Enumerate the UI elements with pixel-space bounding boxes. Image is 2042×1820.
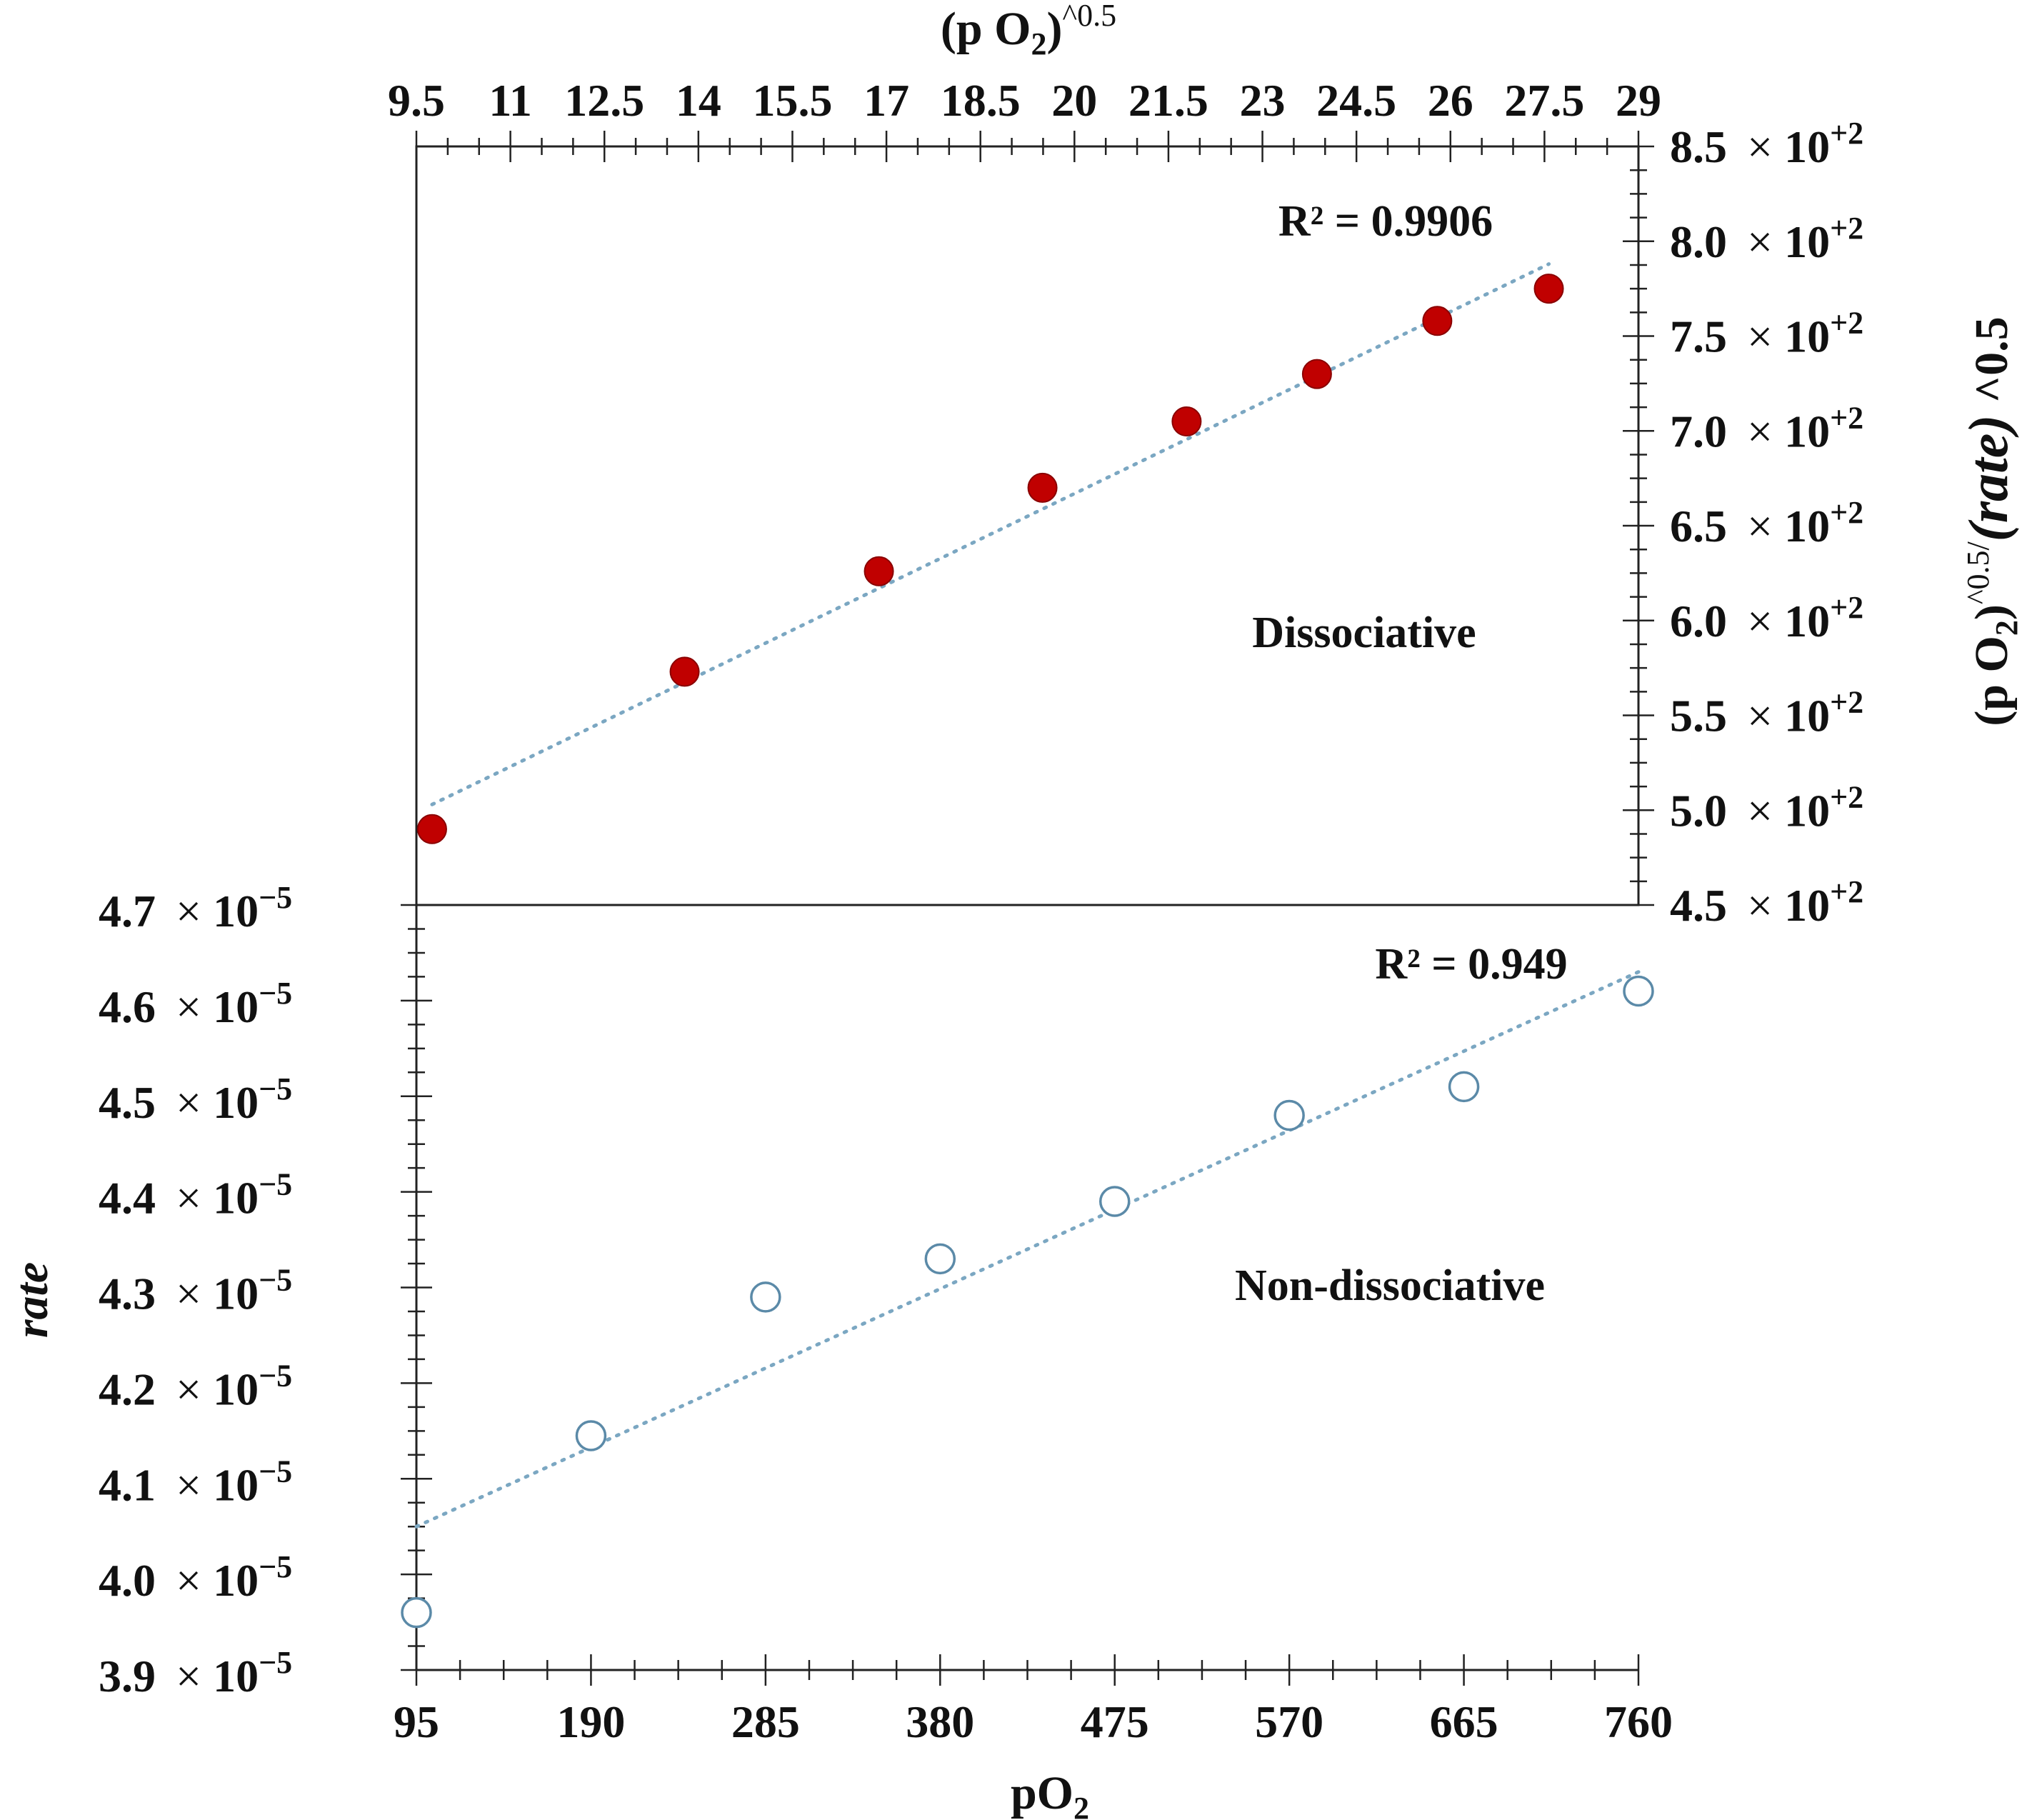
top-trendline [430, 262, 1551, 806]
top-plot-frame [415, 145, 1640, 906]
bottom-x-tick-label: 475 [1081, 1696, 1149, 1747]
axis-titles: (p O2)^0.5 (p O2)^0.5/(rate) ^0.5 rate pO2 [6, 0, 2024, 1820]
top-y-tick-label: 8.0 × 10+2 [1670, 211, 1863, 267]
top-data-point [1301, 359, 1332, 389]
bottom-data-point [1098, 1186, 1131, 1217]
bottom-y-tick-label: 4.6 × 10−5 [99, 976, 292, 1032]
bottom-x-tick-label: 95 [394, 1696, 439, 1747]
top-data-point [1027, 472, 1058, 503]
top-series-label: Dissociative [1252, 609, 1476, 657]
bottom-data-point [1448, 1071, 1480, 1103]
top-x-tick-label: 21.5 [1128, 75, 1208, 126]
bottom-x-tick-label: 285 [731, 1696, 800, 1747]
top-y-axis: 8.5 × 10+2 8.0 × 10+2 7.5 × 10+2 7.0 × 10+2… [1623, 116, 1863, 931]
bottom-data-point [1273, 1099, 1305, 1131]
top-y-axis-title: (p O2)^0.5/(rate) ^0.5 [1957, 316, 2024, 726]
top-x-tick-label: 11 [489, 75, 531, 126]
bottom-x-axis: 95 190 285 380 475 570 665 760 [394, 1654, 1673, 1747]
bottom-y-tick-label: 4.4 × 10−5 [99, 1167, 292, 1224]
top-x-tick-label: 17 [864, 75, 909, 126]
bottom-x-tick-label: 190 [556, 1696, 625, 1747]
top-y-tick-label: 7.5 × 10+2 [1670, 306, 1863, 362]
top-x-axis: 9.5 11 12.5 14 15.5 17 18.5 20 21.5 23 24.5 26 27.5 2… [388, 75, 1661, 162]
bottom-y-axis-title: rate [6, 1262, 58, 1338]
bottom-chart-panel: 95 190 285 380 475 570 665 760 4.7 × 10−5 4.6 × 1… [99, 880, 1673, 1747]
top-y-tick-label: 6.5 × 10+2 [1670, 495, 1863, 551]
top-x-tick-label: 20 [1051, 75, 1097, 126]
bottom-data-point [750, 1281, 781, 1313]
top-x-axis-title: (p O2)^0.5 [941, 0, 1116, 61]
bottom-x-tick-label: 665 [1430, 1696, 1498, 1747]
top-x-tick-label: 18.5 [941, 75, 1021, 126]
top-y-tick-label: 8.5 × 10+2 [1670, 116, 1863, 172]
bottom-x-tick-label: 760 [1604, 1696, 1673, 1747]
bottom-data-point [924, 1243, 956, 1275]
top-y-tick-label: 4.5 × 10+2 [1670, 874, 1863, 931]
bottom-series-label: Non-dissociative [1235, 1261, 1545, 1310]
top-data-point [1533, 274, 1564, 304]
bottom-y-axis: 4.7 × 10−5 4.6 × 10−5 4.5 × 10−5 4.4 × 10−5… [99, 880, 432, 1701]
top-x-tick-label: 27.5 [1504, 75, 1584, 126]
top-y-tick-label: 5.5 × 10+2 [1670, 685, 1863, 741]
bottom-y-tick-label: 4.1 × 10−5 [99, 1454, 292, 1510]
top-data-point [864, 556, 894, 586]
top-y-tick-label: 6.0 × 10+2 [1670, 590, 1863, 646]
bottom-data-point [401, 1596, 432, 1629]
top-x-tick-label: 23 [1240, 75, 1286, 126]
bottom-y-tick-label: 4.3 × 10−5 [99, 1263, 292, 1319]
bottom-y-tick-label: 4.7 × 10−5 [99, 880, 292, 936]
top-y-tick-label: 5.0 × 10+2 [1670, 779, 1863, 836]
top-y-tick-label: 7.0 × 10+2 [1670, 400, 1863, 456]
bottom-data-point [1623, 975, 1654, 1007]
top-r2-label: R² = 0.9906 [1278, 197, 1493, 246]
top-x-tick-label: 12.5 [564, 75, 644, 126]
top-chart-panel: 9.5 11 12.5 14 15.5 17 18.5 20 21.5 23 24.5 26 27.5 2… [388, 75, 1863, 931]
bottom-data-point [575, 1420, 607, 1451]
bottom-y-tick-label: 4.0 × 10−5 [99, 1549, 292, 1606]
top-data-point [416, 814, 447, 844]
top-x-tick-label: 24.5 [1316, 75, 1396, 126]
top-x-tick-label: 29 [1616, 75, 1661, 126]
top-x-tick-label: 9.5 [388, 75, 445, 126]
bottom-x-axis-title: pO2 [1011, 1767, 1089, 1820]
bottom-y-tick-label: 4.5 × 10−5 [99, 1071, 292, 1128]
bottom-x-tick-label: 380 [906, 1696, 974, 1747]
bottom-y-tick-label: 4.2 × 10−5 [99, 1358, 292, 1414]
bottom-y-tick-label: 3.9 × 10−5 [99, 1645, 292, 1701]
bottom-x-tick-label: 570 [1255, 1696, 1323, 1747]
bottom-r2-label: R² = 0.949 [1375, 940, 1567, 989]
top-data-point [1171, 406, 1202, 436]
top-data-point [669, 656, 700, 687]
top-x-tick-label: 26 [1428, 75, 1473, 126]
top-x-tick-label: 14 [676, 75, 721, 126]
bottom-trendline [414, 970, 1641, 1529]
top-data-point [1422, 306, 1453, 336]
top-x-tick-label: 15.5 [752, 75, 832, 126]
